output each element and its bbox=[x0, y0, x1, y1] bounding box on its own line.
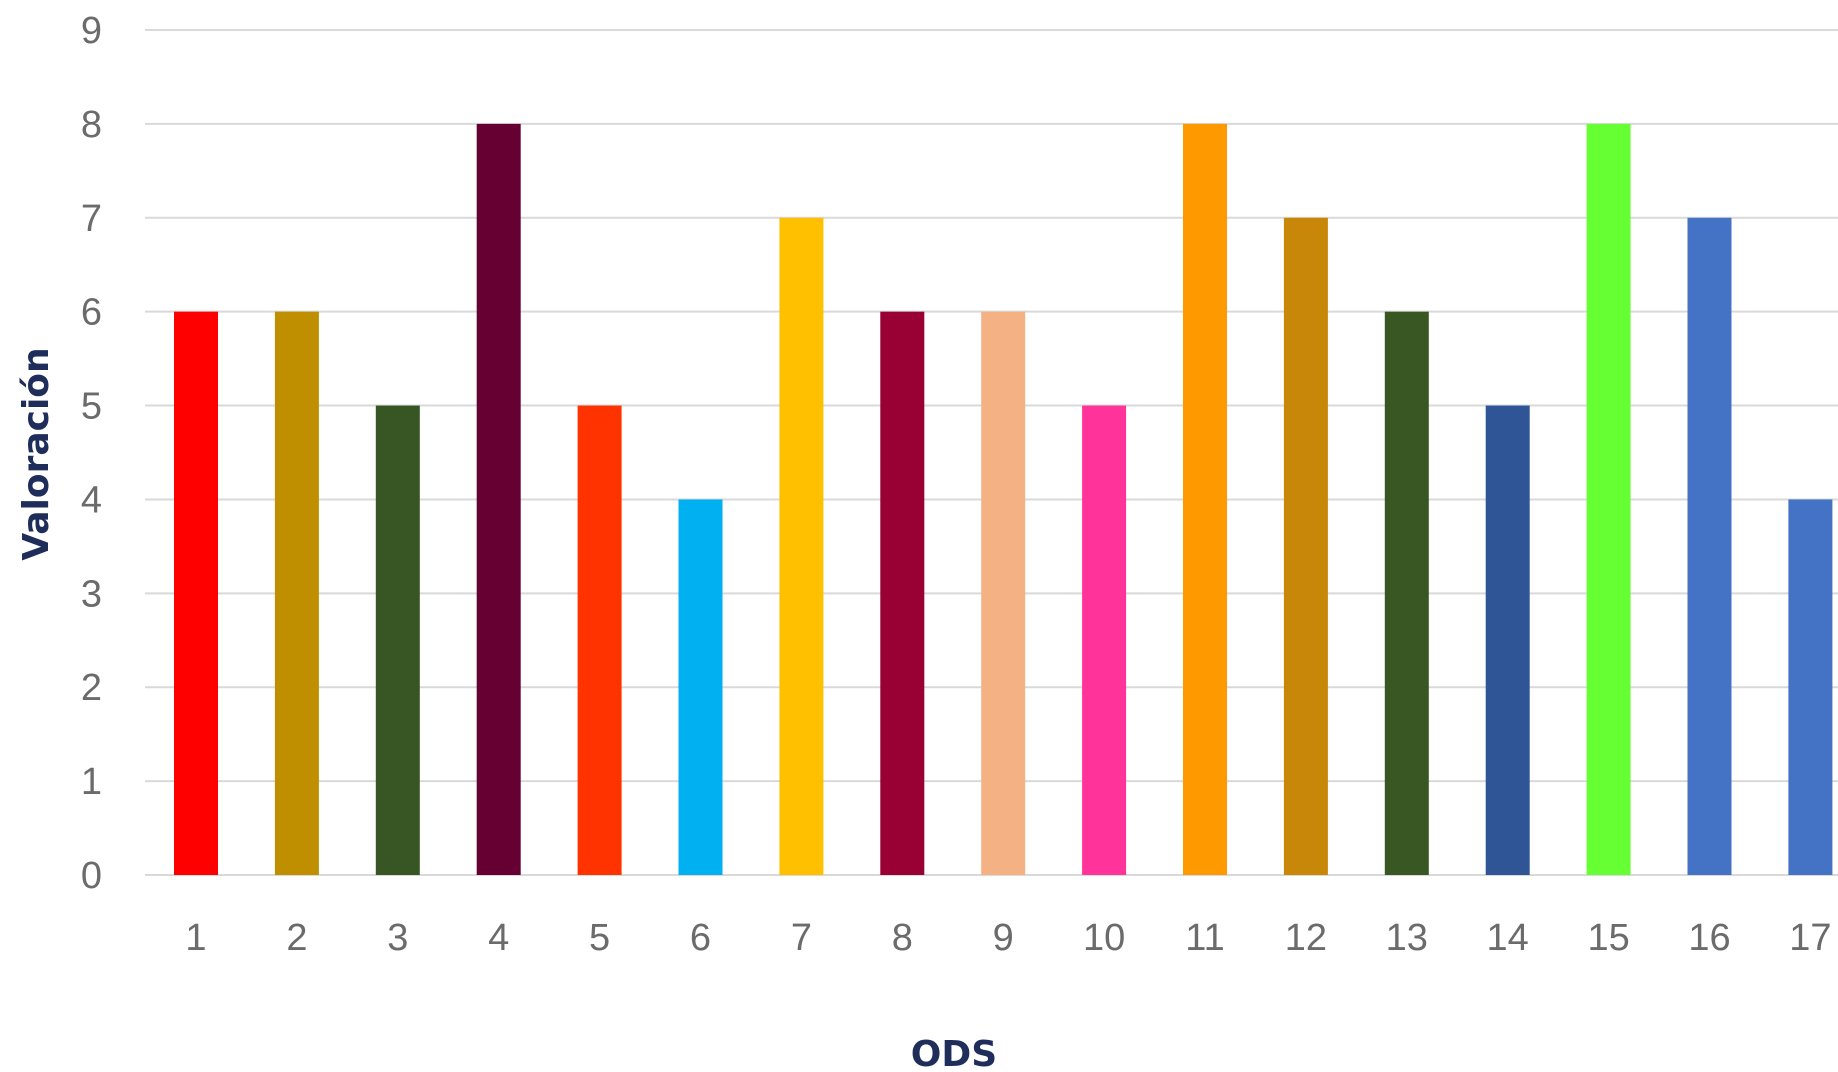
y-tick-label: 5 bbox=[81, 386, 102, 428]
x-axis-title: ODS bbox=[911, 1034, 997, 1072]
x-tick-label: 11 bbox=[1185, 917, 1224, 959]
bar-11 bbox=[1183, 123, 1227, 875]
bar-7 bbox=[779, 217, 824, 875]
bar-9 bbox=[981, 311, 1026, 876]
bar-16 bbox=[1687, 217, 1732, 875]
bar-5 bbox=[577, 405, 622, 875]
bar-4 bbox=[476, 123, 521, 875]
x-tick-label: 4 bbox=[488, 917, 509, 959]
bar-17 bbox=[1788, 499, 1833, 875]
x-tick-label: 14 bbox=[1487, 917, 1529, 959]
x-axis-ticks: 1 2 3 4 5 6 7 8 9 10 11 12 13 14 15 16 17 bbox=[185, 917, 1831, 959]
x-tick-label: 6 bbox=[690, 917, 711, 959]
y-tick-label: 0 bbox=[81, 855, 102, 897]
x-tick-label: 5 bbox=[589, 917, 610, 959]
x-tick-label: 12 bbox=[1285, 917, 1327, 959]
y-tick-label: 9 bbox=[81, 10, 102, 52]
x-tick-label: 16 bbox=[1688, 917, 1730, 959]
bars bbox=[174, 123, 1833, 876]
bar-13 bbox=[1384, 311, 1429, 876]
y-tick-label: 4 bbox=[81, 479, 102, 521]
x-tick-label: 9 bbox=[993, 917, 1014, 959]
x-tick-label: 10 bbox=[1083, 917, 1125, 959]
y-tick-label: 6 bbox=[81, 292, 102, 334]
y-tick-label: 2 bbox=[81, 667, 102, 709]
bar-10 bbox=[1082, 405, 1127, 875]
x-tick-label: 3 bbox=[387, 917, 408, 959]
x-tick-label: 13 bbox=[1386, 917, 1428, 959]
x-tick-label: 2 bbox=[286, 917, 307, 959]
x-tick-label: 17 bbox=[1789, 917, 1831, 959]
x-tick-label: 8 bbox=[892, 917, 913, 959]
x-tick-label: 7 bbox=[791, 917, 812, 959]
bar-1 bbox=[174, 311, 218, 876]
y-tick-label: 8 bbox=[81, 104, 102, 146]
y-tick-label: 3 bbox=[81, 573, 102, 615]
y-tick-label: 1 bbox=[81, 761, 102, 803]
bar-12 bbox=[1283, 217, 1328, 875]
x-tick-label: 15 bbox=[1587, 917, 1629, 959]
bar-2 bbox=[274, 311, 319, 876]
y-axis-ticks: 0 1 2 3 4 5 6 7 8 9 bbox=[81, 10, 102, 897]
bar-3 bbox=[375, 405, 420, 875]
y-tick-label: 7 bbox=[81, 198, 102, 240]
bar-6 bbox=[678, 499, 723, 875]
x-tick-label: 1 bbox=[185, 917, 206, 959]
bar-14 bbox=[1485, 405, 1530, 875]
bar-15 bbox=[1586, 123, 1631, 875]
y-axis-title: Valoración bbox=[16, 347, 57, 560]
bar-8 bbox=[880, 311, 925, 876]
